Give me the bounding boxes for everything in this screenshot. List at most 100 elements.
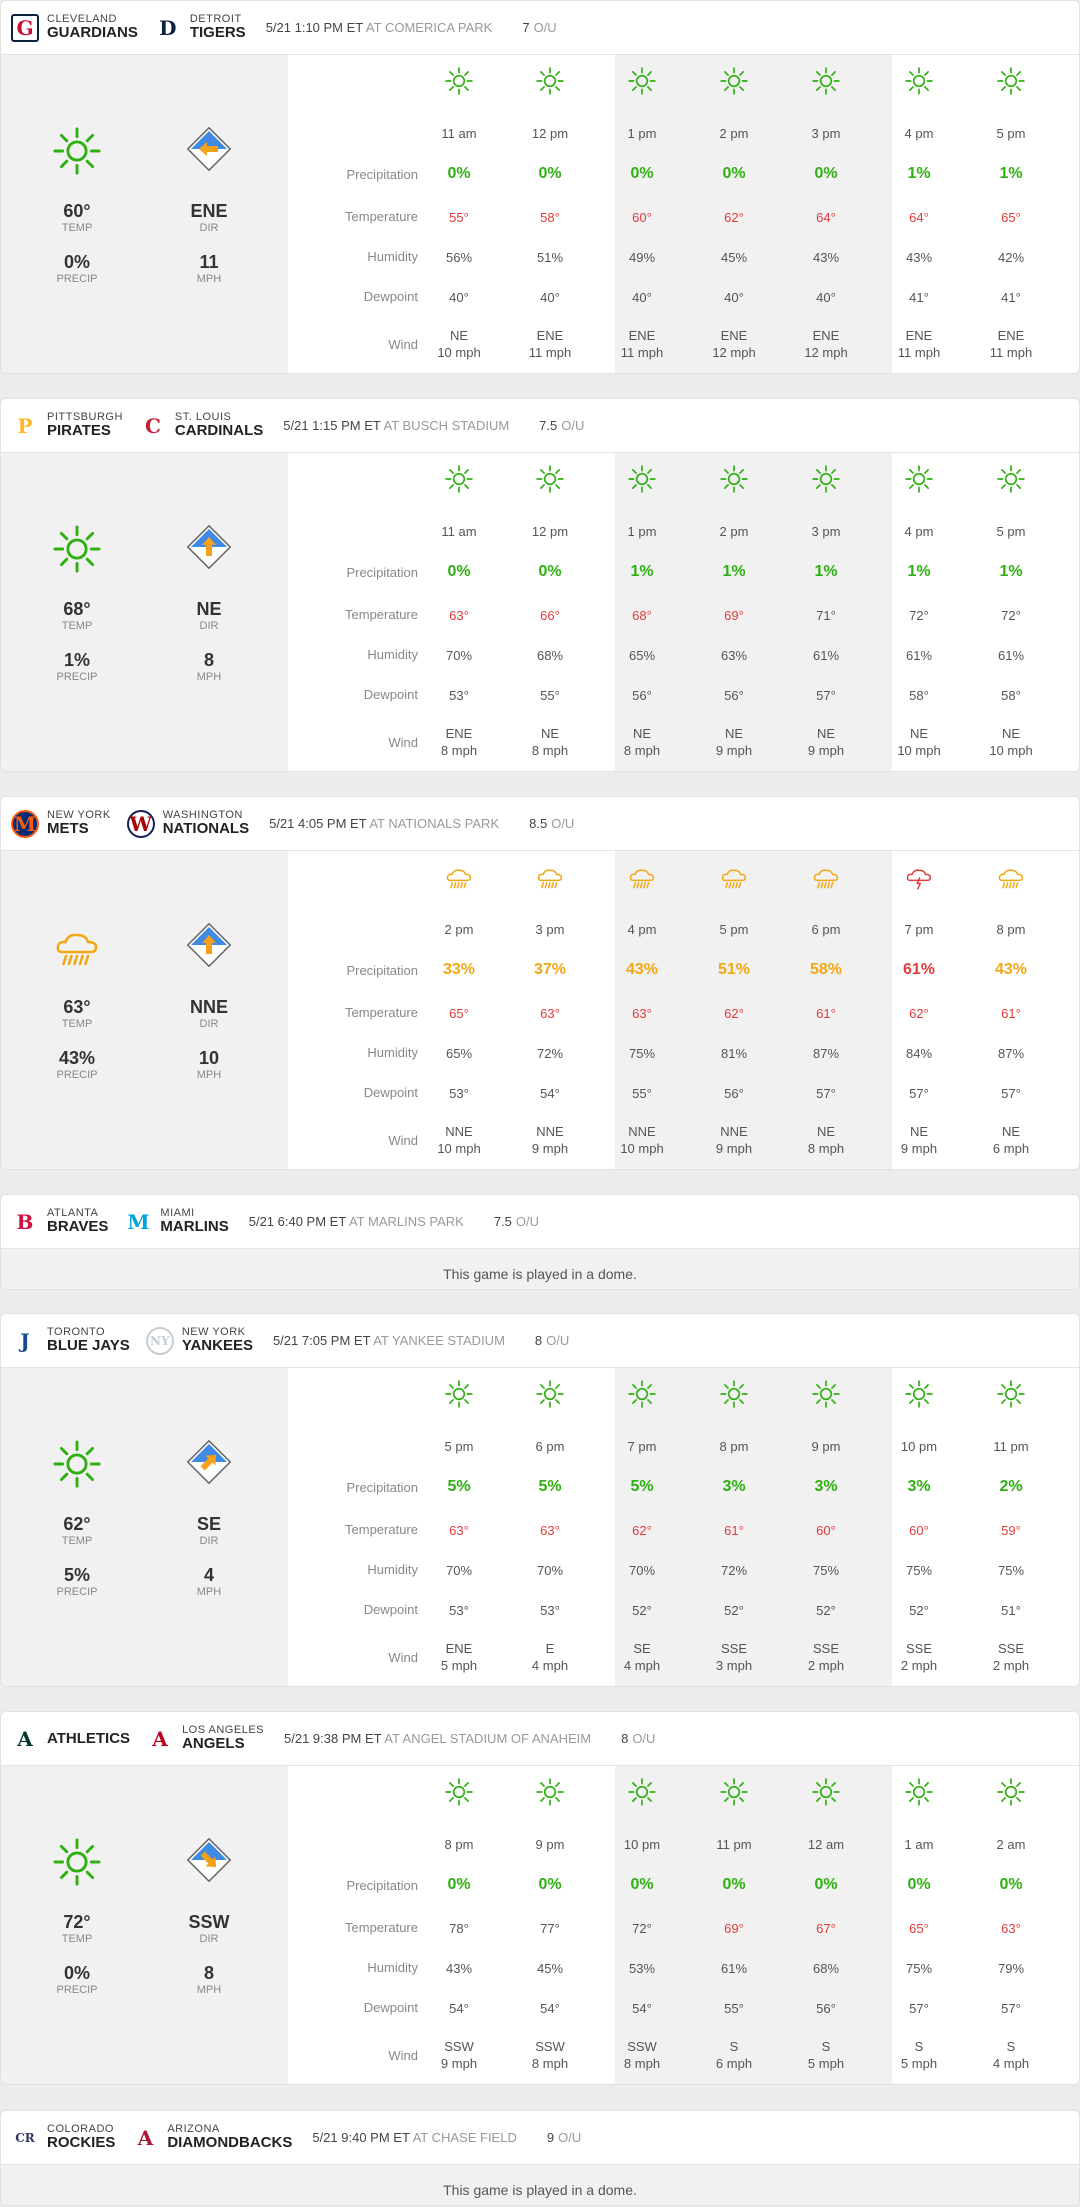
away-team[interactable]: CR COLORADO ROCKIES (9, 2122, 115, 2154)
hour-temp: 65° (1001, 210, 1021, 225)
summary-dir-label: DIR (199, 222, 219, 234)
away-team-name: NEW YORK METS (47, 809, 111, 837)
away-team[interactable]: P PITTSBURGH PIRATES (9, 410, 123, 442)
weather-summary: 63° TEMP 43% PRECIP NNE DIR 10 MPH (1, 851, 288, 1169)
hour-temp: 63° (632, 1006, 652, 1021)
summary-temp: 62° (63, 1514, 91, 1534)
over-under: 8 O/U (621, 1731, 655, 1746)
hour-wind-dir: SE (633, 1641, 651, 1656)
weather-body: 62° TEMP 5% PRECIP SE DIR 4 MPH Precipitation Tem… (1, 1368, 1079, 1686)
home-team-nickname: TIGERS (189, 24, 246, 42)
over-under-label: O/U (632, 1731, 656, 1746)
over-under: 8 O/U (535, 1333, 569, 1348)
summary-temp-label: TEMP (61, 1535, 93, 1547)
hour-dewpoint: 55° (540, 688, 560, 703)
hour-temp: 61° (724, 1523, 744, 1538)
home-team[interactable]: M MIAMI MARLINS (122, 1206, 229, 1238)
hour-temp: 72° (632, 1921, 652, 1936)
home-team-city: DETROIT (189, 12, 242, 25)
hour-time: 11 am (441, 524, 477, 539)
hour-time: 6 pm (811, 922, 841, 937)
hour-temp: 61° (1001, 1006, 1021, 1021)
hour-temp: 68° (632, 608, 652, 623)
home-team[interactable]: A ARIZONA DIAMONDBACKS (129, 2122, 292, 2154)
hour-time: 5 pm (996, 524, 1026, 539)
hour-temp: 63° (449, 608, 469, 623)
hour-temp: 60° (909, 1523, 929, 1538)
game-card: B ATLANTA BRAVES M MIAMI MARLINS 5/21 6:40 PM … (0, 1194, 1080, 1290)
hour-wind-dir: NE (449, 328, 469, 343)
hour-dewpoint: 53° (540, 1603, 560, 1618)
summary-wind-speed: 4 (203, 1565, 214, 1585)
hour-time: 12 pm (531, 524, 569, 539)
row-label-temp: Temperature (345, 1005, 418, 1020)
hour-humidity: 75% (628, 1046, 656, 1061)
hour-precip: 2% (999, 1478, 1023, 1495)
summary-dir-label: DIR (199, 1535, 219, 1547)
bluejays-logo: J (9, 1325, 41, 1357)
hour-humidity: 75% (905, 1563, 933, 1578)
mets-logo: M (9, 808, 41, 840)
hour-precip: 0% (447, 1876, 471, 1893)
hour-wind-dir: ENE (720, 328, 748, 343)
hourly-shade-band (615, 1766, 892, 2084)
hour-wind-dir: ENE (445, 1641, 473, 1656)
hour-dewpoint: 52° (632, 1603, 652, 1618)
home-team[interactable]: NY NEW YORK YANKEES (144, 1325, 253, 1357)
rain-icon (596, 863, 688, 893)
home-team[interactable]: C ST. LOUIS CARDINALS (137, 410, 263, 442)
home-team-name: WASHINGTON NATIONALS (163, 809, 249, 837)
away-team[interactable]: B ATLANTA BRAVES (9, 1206, 108, 1238)
hourly-shade-band (615, 55, 892, 373)
hour-temp: 62° (909, 1006, 929, 1021)
hour-wind-dir: ENE (445, 726, 473, 741)
hour-humidity: 45% (720, 250, 748, 265)
weather-summary: 72° TEMP 0% PRECIP SSW DIR 8 MPH (1, 1766, 288, 2084)
row-label-hum: Humidity (367, 647, 418, 662)
hour-time: 8 pm (996, 922, 1026, 937)
home-team[interactable]: A LOS ANGELES ANGELS (144, 1723, 264, 1755)
game-time: 5/21 4:05 PM ET AT NATIONALS PARK (269, 816, 499, 831)
rain-icon (780, 863, 872, 893)
hour-dewpoint: 40° (449, 290, 469, 305)
home-team[interactable]: W WASHINGTON NATIONALS (125, 808, 249, 840)
row-label-precip: Precipitation (346, 167, 418, 182)
hour-time: 10 pm (623, 1837, 661, 1852)
marlins-logo: M (122, 1206, 154, 1238)
hour-wind-dir: SSW (444, 2039, 474, 2054)
hour-wind-dir: NNE (445, 1124, 473, 1139)
away-team[interactable]: G CLEVELAND GUARDIANS (9, 12, 138, 44)
away-team[interactable]: J TORONTO BLUE JAYS (9, 1325, 130, 1357)
hour-wind-speed: 4 mph (992, 2056, 1030, 2071)
away-team[interactable]: A ATHLETICS (9, 1723, 130, 1755)
hour-temp: 63° (540, 1006, 560, 1021)
hour-precip: 1% (814, 563, 838, 580)
game-card: P PITTSBURGH PIRATES C ST. LOUIS CARDINALS 5/2… (0, 398, 1080, 772)
row-label-precip: Precipitation (346, 565, 418, 580)
away-team[interactable]: M NEW YORK METS (9, 808, 111, 840)
home-team-city: ARIZONA (167, 2122, 220, 2135)
hour-precip: 61% (902, 961, 936, 978)
sun-icon (27, 1838, 127, 1888)
hour-wind-dir: NNE (628, 1124, 656, 1139)
summary-wind-speed: 8 (203, 650, 214, 670)
hour-wind-dir: ENE (997, 328, 1025, 343)
hour-dewpoint: 53° (449, 688, 469, 703)
thunderstorm-icon (873, 863, 965, 893)
hour-wind-speed: 9 mph (715, 743, 753, 758)
over-under-value: 7.5 (493, 1214, 512, 1229)
hour-humidity: 70% (536, 1563, 564, 1578)
hour-humidity: 42% (997, 250, 1025, 265)
home-team-nickname: ANGELS (182, 1735, 245, 1753)
hour-precip: 0% (630, 1876, 654, 1893)
hour-time: 3 pm (811, 126, 841, 141)
home-team[interactable]: D DETROIT TIGERS (152, 12, 246, 44)
over-under-value: 8.5 (529, 816, 548, 831)
hour-humidity: 87% (812, 1046, 840, 1061)
hour-precip: 0% (999, 1876, 1023, 1893)
row-label-dew: Dewpoint (363, 289, 418, 304)
hour-humidity: 75% (997, 1563, 1025, 1578)
hour-dewpoint: 40° (724, 290, 744, 305)
hour-wind-dir: ENE (812, 328, 840, 343)
cardinals-logo-mark: C (138, 411, 167, 440)
